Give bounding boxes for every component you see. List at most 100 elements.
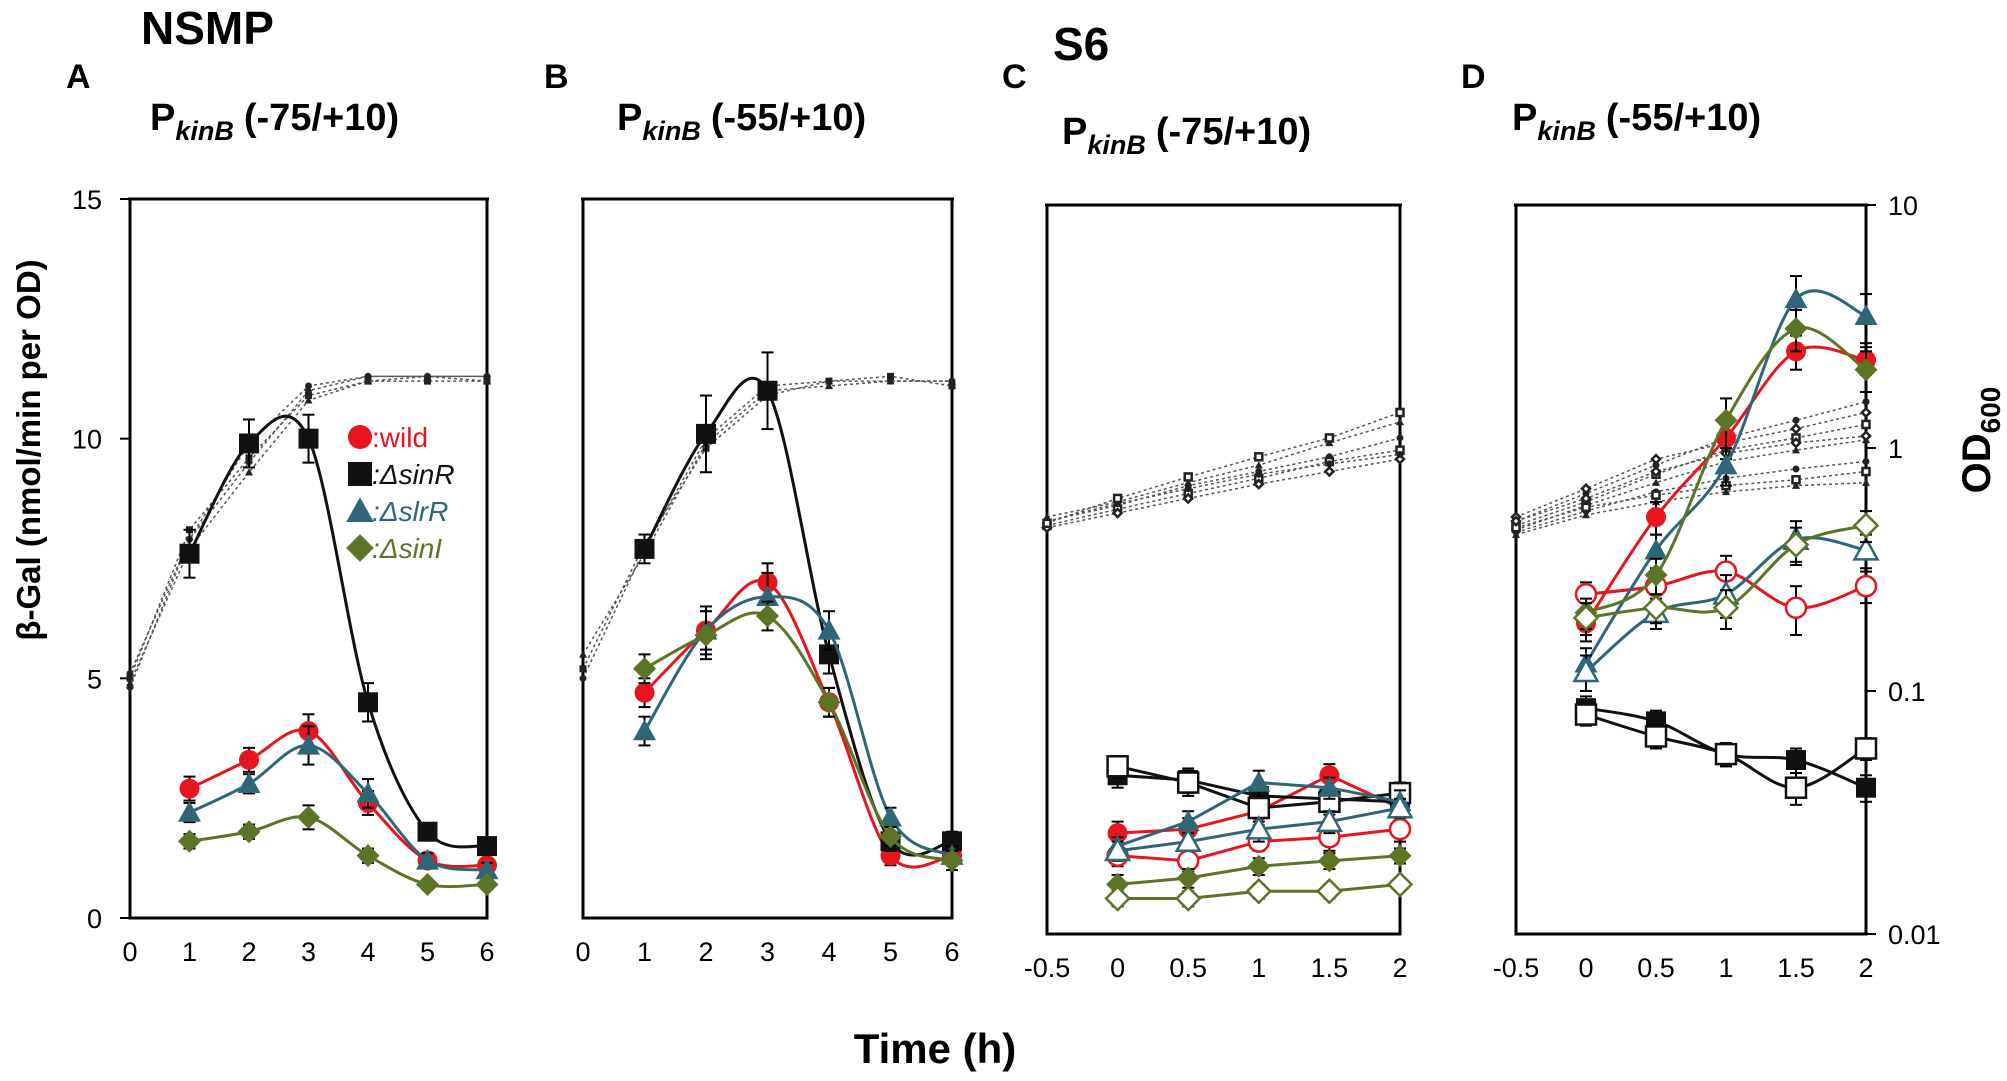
data-point-a-delta-sinr-5 (417, 821, 438, 842)
panel-title-d: PkinB (-55/+10) (1512, 97, 1761, 146)
data-point-b-delta-sini-1 (633, 657, 656, 681)
y-tick-label-right-3: 10 (1888, 191, 1918, 221)
data-point-d-delta-sini-2 (1644, 563, 1668, 587)
panel-title-c-rest: (-75/+10) (1156, 111, 1311, 153)
od-point-a-1-5 (424, 377, 431, 385)
x-tick-label-b-2: 2 (698, 937, 713, 967)
data-point-c-delta-slrr-open-2 (1174, 827, 1202, 853)
data-point-c-delta-slrr-3 (1247, 771, 1271, 792)
od-point-c-4-3 (1255, 470, 1263, 478)
x-tick-label-b-6: 6 (944, 937, 959, 967)
x-tick-label-c-5: 2 (1392, 953, 1407, 983)
data-point-a-delta-sini-5 (416, 872, 439, 896)
x-tick-label-b-3: 3 (760, 937, 775, 967)
od-point-d-7-0 (1510, 515, 1522, 527)
panel-title-a: PkinB (-75/+10) (150, 97, 399, 146)
od-point-c-0-5 (1396, 434, 1404, 442)
group-label-s6: S6 (1053, 18, 1109, 70)
od-point-a-2-6 (482, 377, 492, 385)
od-point-c-3-4 (1323, 465, 1336, 478)
data-point-a-delta-slrr-2 (237, 772, 261, 793)
x-tick-label-d-5: 2 (1858, 953, 1873, 983)
legend-label-wild: :wild (372, 422, 428, 453)
od-point-a-3-4 (363, 372, 373, 381)
panel-title-a-rest: (-75/+10) (244, 97, 399, 139)
od-point-d-3-1 (1580, 482, 1592, 495)
x-tick-label-a-3: 3 (301, 937, 316, 967)
od-point-a-3-3 (304, 386, 313, 395)
data-point-a-delta-sini-4 (356, 844, 380, 868)
data-point-d-delta-sini-4 (1784, 317, 1808, 341)
data-point-a-delta-slrr-5 (416, 848, 439, 870)
od-curve-c-1 (1046, 449, 1401, 527)
x-tick-label-a-1: 1 (182, 937, 197, 967)
panel-title-d-sub: kinB (1537, 116, 1596, 146)
data-point-b-wild-1 (634, 682, 655, 703)
data-point-c-delta-slrr-2 (1176, 810, 1200, 831)
data-point-c-delta-sini-open-4 (1316, 877, 1343, 905)
data-point-a-delta-slrr-3 (297, 733, 320, 755)
data-point-c-delta-sini-3 (1247, 854, 1271, 878)
y-tick-label-a-3: 15 (72, 185, 102, 215)
od-point-d-3-4 (1790, 422, 1802, 435)
y-axis-label-left-unit: (nmol/min per OD) (10, 259, 47, 547)
x-tick-label-d-0: -0.5 (1493, 953, 1540, 983)
od-curve-d-1 (1515, 423, 1867, 527)
od-point-c-4-4 (1325, 460, 1333, 468)
y-axis-label-left-prefix: β-Gal (10, 556, 47, 640)
od-point-b-1-5 (887, 372, 894, 380)
od-point-d-0-4 (1792, 416, 1800, 424)
od-point-d-6-0 (1511, 530, 1521, 538)
data-point-c-delta-slrr-open-4 (1315, 807, 1344, 833)
od-curve-d-7 (1515, 435, 1867, 522)
x-tick-label-c-2: 0.5 (1169, 953, 1207, 983)
od-point-a-3-6 (482, 372, 492, 381)
axes-frame-c (1045, 205, 1402, 936)
od-point-a-2-0 (125, 679, 135, 687)
od-point-d-0-2 (1652, 461, 1660, 469)
plot-panel-a: 0 1 2 3 4 5 6 0 5 10 15:wild:ΔsinR:ΔslrR:ΔsinI (72, 185, 499, 967)
group-label-nsmp: NSMP (141, 2, 274, 54)
panel-letter-b: B (544, 58, 569, 96)
data-point-b-delta-sinr-3 (757, 380, 778, 401)
od-point-c-5-3 (1254, 452, 1264, 462)
y-axis-label-right: OD600 (1955, 387, 2006, 494)
data-point-c-delta-sini-1 (1106, 872, 1130, 896)
data-point-a-delta-sinr-3 (298, 428, 319, 449)
od-point-d-7-4 (1790, 437, 1802, 449)
data-point-d-delta-sinr-open-3 (1714, 742, 1738, 766)
series-line-a-wild (188, 728, 488, 868)
data-point-a-wild-1 (179, 778, 200, 799)
data-point-d-wild-open-4 (1784, 596, 1808, 620)
y-axis-label-right-sub: 600 (1975, 387, 2006, 434)
od-point-d-5-5 (1861, 466, 1871, 477)
data-point-d-delta-sinr-open-5 (1854, 737, 1878, 760)
od-point-b-2-4 (824, 381, 834, 390)
legend-marker-wild (348, 425, 372, 449)
od-point-d-2-2 (1651, 478, 1661, 486)
panel-letter-a: A (66, 58, 91, 96)
od-point-d-6-3 (1721, 487, 1731, 496)
od-point-c-3-2 (1182, 492, 1194, 505)
od-curve-c-0 (1046, 437, 1401, 522)
data-point-a-delta-slrr-6 (475, 858, 499, 880)
od-curve-c-2 (1046, 421, 1401, 518)
data-point-d-delta-slrr-3 (1714, 453, 1738, 475)
od-point-b-1-6 (948, 382, 956, 390)
od-point-c-3-1 (1111, 507, 1124, 519)
y-tick-label-a-0: 0 (87, 904, 102, 934)
data-point-d-wild-open-5 (1854, 574, 1878, 598)
data-point-b-delta-sinr-1 (634, 538, 655, 559)
y-tick-label-right-0: 0.01 (1888, 920, 1941, 950)
x-tick-label-c-4: 1.5 (1311, 953, 1349, 983)
data-point-b-delta-sini-5 (879, 825, 902, 849)
plot-panel-c: -0.5 0 0.5 1 1.5 2 (1024, 203, 1414, 983)
panel-title-b-sub: kinB (642, 116, 701, 146)
x-tick-label-b-1: 1 (637, 937, 652, 967)
data-point-c-delta-sini-open-5 (1386, 871, 1414, 898)
data-point-d-wild-2 (1646, 507, 1666, 528)
data-point-a-delta-slrr-1 (178, 801, 201, 822)
od-point-d-5-1 (1581, 502, 1591, 513)
data-point-c-delta-sini-open-1 (1104, 885, 1131, 912)
data-point-a-delta-sinr-4 (358, 692, 378, 713)
